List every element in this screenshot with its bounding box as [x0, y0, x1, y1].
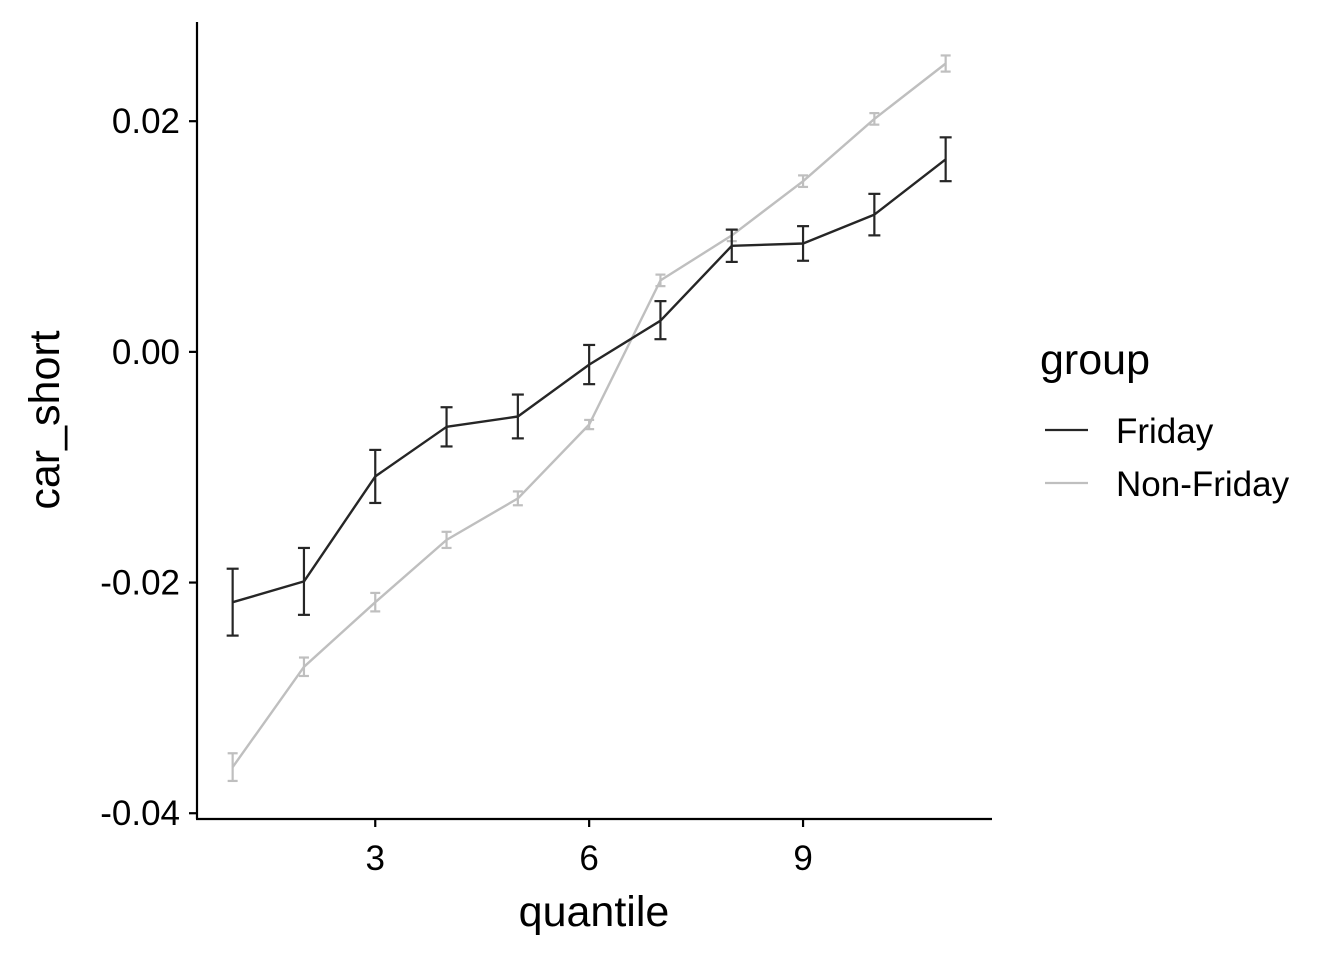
- x-tick-label: 3: [366, 839, 385, 878]
- error-bar-friday: [226, 567, 239, 637]
- y-tick-label: -0.02: [100, 564, 180, 603]
- legend-label-non-friday: Non-Friday: [1116, 465, 1290, 504]
- error-bar-non-friday: [227, 752, 238, 783]
- legend-title: group: [1040, 336, 1150, 384]
- y-tick-label: 0.02: [112, 102, 180, 141]
- x-axis-title: quantile: [519, 888, 670, 936]
- series-layer: [226, 54, 952, 783]
- legend: group Friday Non-Friday: [1040, 336, 1290, 504]
- y-tick-label: 0.00: [112, 333, 180, 372]
- plot-panel: -0.04 -0.02 0.00 0.02 3 6 9: [100, 22, 992, 878]
- legend-entry-non-friday: Non-Friday: [1045, 465, 1290, 504]
- line-non-friday: [231, 62, 947, 768]
- y-tick-label: -0.04: [100, 794, 180, 833]
- series-friday: [226, 136, 952, 637]
- y-axis-title: car_short: [21, 330, 69, 509]
- x-tick-label: 6: [579, 839, 598, 878]
- legend-entry-friday: Friday: [1045, 412, 1214, 451]
- y-axis-ticks: -0.04 -0.02 0.00 0.02: [100, 102, 197, 833]
- series-non-friday: [227, 54, 951, 783]
- line-friday: [232, 158, 947, 604]
- x-axis-ticks: 3 6 9: [366, 819, 813, 878]
- legend-label-friday: Friday: [1116, 412, 1214, 451]
- x-tick-label: 9: [793, 839, 812, 878]
